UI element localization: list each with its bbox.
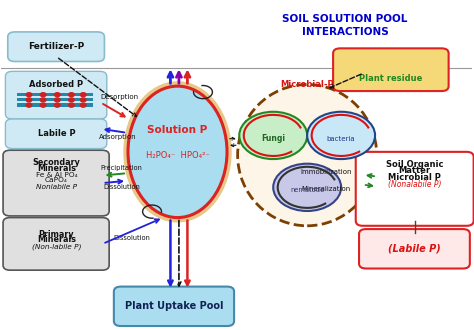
Text: Primary: Primary [38, 229, 74, 239]
Circle shape [55, 98, 60, 102]
Text: Adsorption: Adsorption [99, 134, 137, 140]
Text: Microbial P: Microbial P [388, 173, 441, 182]
Text: Fertilizer-P: Fertilizer-P [28, 42, 84, 50]
Circle shape [40, 98, 46, 102]
Text: Matter: Matter [399, 166, 431, 175]
Circle shape [26, 93, 32, 97]
FancyBboxPatch shape [359, 229, 470, 269]
Bar [17, 98, 92, 101]
Text: (Nonalabile P): (Nonalabile P) [388, 180, 441, 189]
Text: Minerals: Minerals [37, 235, 76, 245]
Text: CaPO₄: CaPO₄ [45, 178, 68, 183]
Bar [17, 103, 92, 107]
Circle shape [239, 112, 307, 159]
Text: Solution P: Solution P [147, 125, 208, 136]
Text: Adsorbed P: Adsorbed P [29, 80, 83, 89]
Text: Labile P: Labile P [37, 129, 75, 138]
Text: SOIL SOLUTION POOL: SOIL SOLUTION POOL [282, 14, 408, 24]
Circle shape [26, 98, 32, 102]
Text: INTERACTIONS: INTERACTIONS [301, 27, 388, 37]
Ellipse shape [123, 81, 232, 222]
FancyBboxPatch shape [5, 71, 107, 119]
FancyBboxPatch shape [3, 217, 109, 270]
FancyBboxPatch shape [356, 152, 474, 226]
Circle shape [69, 93, 74, 97]
Text: Dissolution: Dissolution [113, 235, 150, 241]
Text: Minerals: Minerals [37, 164, 76, 173]
Text: Dissolution: Dissolution [103, 184, 140, 190]
Text: Plant residue: Plant residue [359, 74, 423, 83]
Circle shape [55, 103, 60, 107]
Text: Secondary: Secondary [32, 158, 80, 167]
Text: Nonlabile P: Nonlabile P [36, 184, 77, 190]
Circle shape [81, 103, 86, 107]
Ellipse shape [128, 86, 227, 217]
Text: Mineralization: Mineralization [301, 186, 351, 192]
Text: Fungi: Fungi [261, 134, 285, 143]
Circle shape [40, 103, 46, 107]
Circle shape [55, 93, 60, 97]
FancyBboxPatch shape [114, 286, 234, 326]
Circle shape [26, 103, 32, 107]
Ellipse shape [237, 84, 377, 226]
Bar [17, 93, 92, 96]
Text: Immobilization: Immobilization [301, 169, 352, 175]
Text: (Labile P): (Labile P) [388, 244, 441, 253]
Text: H₂PO₄⁻  HPO₄²⁻: H₂PO₄⁻ HPO₄²⁻ [146, 150, 210, 160]
Circle shape [81, 93, 86, 97]
Text: Precipitation: Precipitation [100, 165, 142, 171]
Circle shape [69, 98, 74, 102]
Text: Plant Uptake Pool: Plant Uptake Pool [125, 301, 223, 311]
Text: Fe & Al PO₄: Fe & Al PO₄ [36, 172, 77, 178]
Text: Microbial-P: Microbial-P [280, 80, 334, 89]
Text: bacteria: bacteria [327, 136, 356, 142]
Text: nematode: nematode [290, 187, 324, 193]
FancyBboxPatch shape [3, 150, 109, 216]
FancyBboxPatch shape [8, 32, 104, 61]
Circle shape [273, 164, 341, 211]
Circle shape [40, 93, 46, 97]
FancyBboxPatch shape [333, 48, 448, 91]
FancyBboxPatch shape [5, 119, 107, 148]
Text: Soil Organic: Soil Organic [386, 159, 444, 169]
Circle shape [69, 103, 74, 107]
Circle shape [307, 112, 375, 159]
Text: Desorption: Desorption [100, 94, 138, 100]
Text: (Non-labile P): (Non-labile P) [32, 243, 81, 250]
Circle shape [81, 98, 86, 102]
